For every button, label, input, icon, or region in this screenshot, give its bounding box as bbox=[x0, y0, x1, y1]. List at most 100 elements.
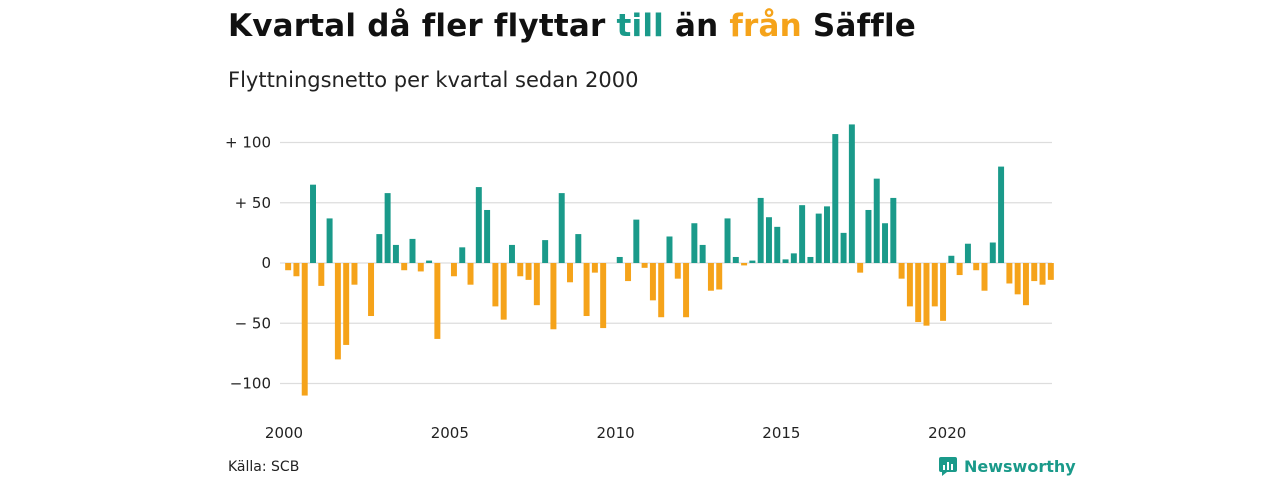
bar bbox=[326, 218, 333, 263]
bar bbox=[641, 263, 648, 268]
bar bbox=[774, 226, 781, 263]
bar bbox=[674, 263, 681, 279]
bar bbox=[384, 193, 391, 263]
bar bbox=[392, 244, 399, 263]
bar bbox=[567, 263, 573, 283]
bar bbox=[915, 263, 922, 323]
bar bbox=[285, 263, 292, 271]
bar bbox=[998, 166, 1005, 263]
bar bbox=[741, 263, 748, 266]
x-tick-label: 2010 bbox=[597, 424, 635, 442]
x-tick-label: 2020 bbox=[928, 424, 966, 442]
bar bbox=[782, 259, 789, 263]
bar bbox=[790, 253, 797, 263]
bar bbox=[857, 263, 864, 273]
bar bbox=[882, 223, 889, 263]
y-tick-label: + 100 bbox=[225, 134, 271, 152]
bar bbox=[484, 209, 491, 263]
bar bbox=[1014, 263, 1021, 295]
bar bbox=[931, 263, 938, 307]
title-part-fran: från bbox=[729, 8, 802, 44]
bar bbox=[716, 263, 723, 290]
bar bbox=[426, 260, 433, 263]
bar bbox=[558, 193, 565, 263]
y-tick-label: 0 bbox=[261, 254, 271, 272]
bar bbox=[964, 243, 971, 263]
bar bbox=[699, 244, 706, 263]
bar bbox=[724, 218, 731, 263]
x-tick-label: 2000 bbox=[265, 424, 303, 442]
bar bbox=[923, 263, 930, 326]
bar bbox=[848, 124, 855, 263]
bar bbox=[600, 263, 607, 329]
bar bbox=[467, 263, 474, 285]
x-tick-label: 2015 bbox=[762, 424, 800, 442]
bar bbox=[956, 263, 963, 276]
bar bbox=[368, 263, 375, 317]
bar bbox=[293, 263, 300, 277]
bar bbox=[401, 263, 408, 271]
bar bbox=[459, 247, 466, 263]
bar bbox=[691, 223, 698, 263]
bar bbox=[334, 263, 341, 360]
bar bbox=[757, 197, 764, 263]
bar bbox=[475, 187, 482, 263]
bar bbox=[517, 263, 524, 277]
bar bbox=[799, 205, 806, 263]
bar bbox=[948, 255, 955, 263]
bar bbox=[973, 263, 980, 271]
title-part-b: än bbox=[663, 8, 730, 44]
bar bbox=[591, 263, 598, 273]
bar bbox=[765, 217, 772, 263]
bar bbox=[1031, 263, 1038, 282]
brand-logo: Newsworthy bbox=[938, 456, 1076, 476]
bar bbox=[301, 263, 308, 396]
bar bbox=[583, 263, 590, 317]
chart-title: Kvartal då fler flyttar till än från Säf… bbox=[228, 8, 916, 44]
bar bbox=[575, 234, 582, 263]
title-part-till: till bbox=[616, 8, 664, 44]
bar bbox=[940, 263, 947, 321]
bar bbox=[981, 263, 988, 291]
bar bbox=[310, 184, 316, 263]
bar bbox=[658, 263, 665, 318]
bar bbox=[434, 263, 441, 339]
bar bbox=[890, 197, 897, 263]
newsworthy-icon bbox=[939, 457, 957, 476]
bar bbox=[989, 242, 996, 263]
bar bbox=[683, 263, 690, 318]
bar bbox=[351, 263, 358, 285]
bar bbox=[865, 209, 872, 263]
bar bbox=[500, 263, 507, 320]
bar bbox=[450, 263, 457, 277]
bar bbox=[318, 263, 325, 286]
bar bbox=[1047, 263, 1054, 280]
bar bbox=[873, 178, 880, 263]
y-tick-label: − 50 bbox=[235, 314, 271, 332]
bar bbox=[343, 263, 350, 345]
bar bbox=[898, 263, 905, 279]
bar bbox=[508, 244, 515, 263]
bar bbox=[666, 236, 673, 263]
bar bbox=[649, 263, 656, 301]
brand-name: Newsworthy bbox=[964, 456, 1076, 476]
bar bbox=[732, 256, 739, 263]
title-part-c: Säffle bbox=[801, 8, 917, 44]
bar bbox=[1039, 263, 1046, 285]
bar bbox=[417, 263, 424, 272]
source-note: Källa: SCB bbox=[228, 459, 300, 475]
bar bbox=[749, 260, 756, 263]
bar bbox=[807, 256, 814, 263]
y-tick-label: −100 bbox=[230, 375, 271, 393]
x-tick-label: 2005 bbox=[431, 424, 469, 442]
bar bbox=[824, 206, 830, 263]
bar bbox=[1022, 263, 1029, 306]
bar bbox=[542, 240, 549, 263]
title-part-a: Kvartal då fler flyttar bbox=[228, 8, 617, 44]
bar bbox=[625, 263, 632, 282]
bar bbox=[550, 263, 557, 330]
bar bbox=[376, 234, 383, 263]
bar bbox=[633, 219, 640, 263]
bar bbox=[525, 263, 532, 280]
